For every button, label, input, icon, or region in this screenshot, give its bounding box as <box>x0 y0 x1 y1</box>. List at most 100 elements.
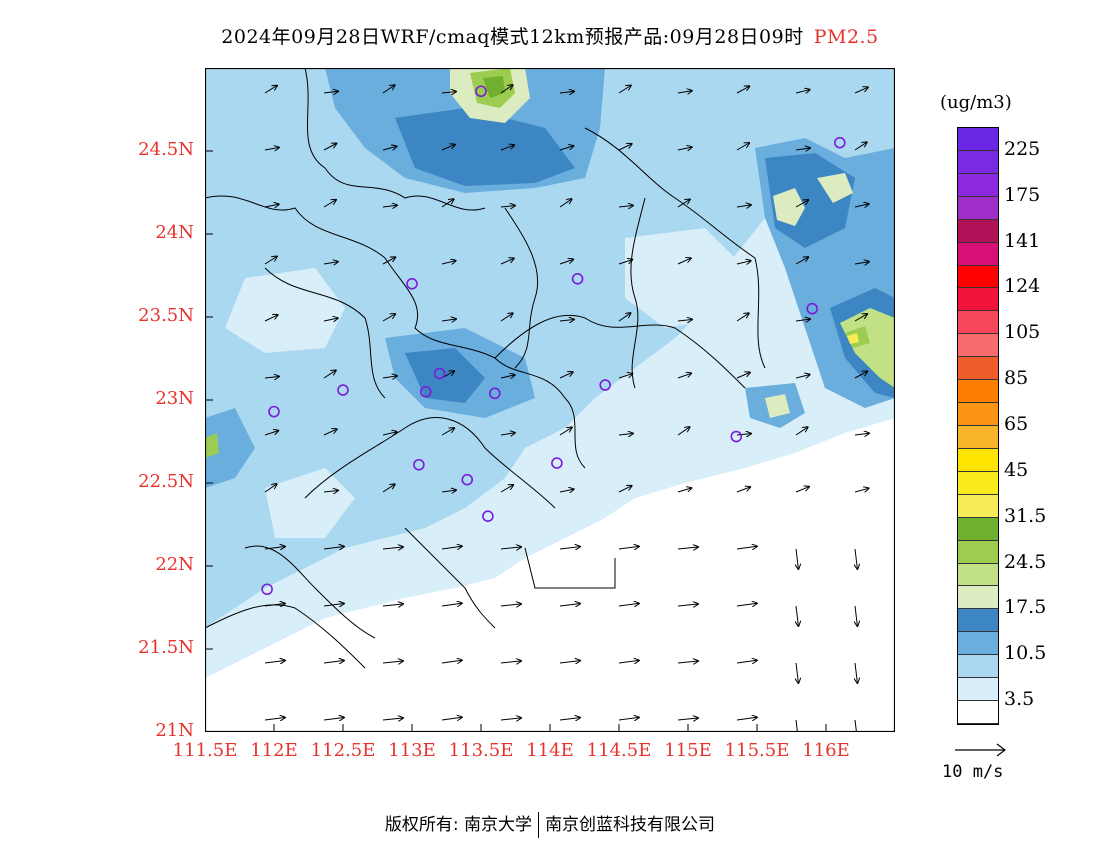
lon-tick-label: 113.5E <box>448 740 514 761</box>
colorbar-segment <box>958 311 998 335</box>
lon-tick-label: 115E <box>664 740 712 761</box>
wind-arrow <box>500 375 515 378</box>
wind-arrow <box>382 604 403 606</box>
wind-arrow <box>500 145 514 151</box>
colorbar-segment <box>958 357 998 381</box>
station-marker <box>488 387 501 400</box>
colorbar-segment <box>958 471 998 495</box>
wind-arrow <box>323 370 336 379</box>
wind-arrow <box>677 547 698 549</box>
station-marker <box>475 85 487 98</box>
wind-arrow <box>854 433 869 435</box>
wind-arrow <box>323 661 344 664</box>
wind-arrow <box>323 547 344 550</box>
wind-arrow <box>559 547 580 549</box>
wind-arrow <box>264 86 277 94</box>
wind-arrow <box>559 372 573 379</box>
wind-arrow <box>441 546 462 549</box>
wind-arrow <box>795 90 810 93</box>
colorbar-label: 24.5 <box>1004 550 1047 573</box>
wind-arrow <box>618 206 633 208</box>
wind-arrow <box>618 486 632 493</box>
wind-arrow <box>855 605 857 626</box>
colorbar-unit: (ug/m3) <box>940 92 1012 113</box>
station-marker <box>806 302 819 315</box>
wind-arrow <box>264 257 277 265</box>
wind-arrow <box>382 205 397 207</box>
wind-arrow <box>264 148 279 151</box>
wind-arrow <box>854 314 867 322</box>
wind-arrow <box>795 257 808 265</box>
lat-tick-label: 21.5N <box>138 637 194 658</box>
wind-arrow <box>264 315 278 322</box>
colorbar-segment <box>958 632 998 656</box>
wind-reference-arrow <box>955 743 1006 757</box>
wind-arrow <box>264 484 277 493</box>
wind-arrow <box>854 371 867 379</box>
wind-arrow <box>559 146 573 151</box>
wind-arrow <box>559 427 572 436</box>
wind-arrow <box>441 603 462 606</box>
lat-tick-label: 23.5N <box>138 305 194 326</box>
wind-arrow <box>323 200 336 208</box>
wind-arrow <box>500 485 513 493</box>
wind-arrow <box>500 718 521 720</box>
wind-arrow <box>264 718 285 721</box>
colorbar-segment <box>958 586 998 610</box>
wind-arrow <box>677 427 690 436</box>
colorbar-label: 85 <box>1004 367 1029 390</box>
wind-arrow <box>736 717 757 720</box>
wind-arrow <box>618 434 633 436</box>
wind-arrow <box>500 661 521 663</box>
wind-arrow <box>323 491 338 493</box>
wind-arrow <box>559 320 574 322</box>
colorbar-label: 10.5 <box>1004 642 1047 665</box>
wind-arrow <box>854 262 869 264</box>
colorbar-segment <box>958 334 998 358</box>
colorbar-segment <box>958 609 998 633</box>
wind-arrow <box>441 199 454 208</box>
title-text: 2024年09月28日WRF/cmaq模式12km预报产品:09月28日09时 <box>221 26 804 48</box>
footer-right: 南京创蓝科技有限公司 <box>545 815 716 835</box>
wind-arrow <box>382 547 403 549</box>
wind-arrow <box>736 487 750 493</box>
wind-arrow <box>795 487 809 493</box>
wind-arrow <box>854 87 868 94</box>
wind-arrow <box>441 660 462 663</box>
colorbar <box>957 127 999 725</box>
wind-arrow <box>441 319 456 321</box>
wind-arrow <box>736 373 750 379</box>
wind-arrow <box>736 86 749 94</box>
lon-tick-label: 114E <box>526 740 574 761</box>
station-marker <box>461 473 474 486</box>
station-marker <box>571 273 584 285</box>
colorbar-segment <box>958 448 998 472</box>
colorbar-segment <box>958 655 998 679</box>
wind-arrow <box>736 143 749 151</box>
wind-arrow <box>382 718 403 720</box>
wind-arrow <box>677 661 698 663</box>
wind-arrow <box>618 144 632 151</box>
wind-arrow <box>795 427 808 436</box>
wind-reference-label: 10 m/s <box>942 762 1004 782</box>
title-variable: PM2.5 <box>813 26 879 48</box>
wind-arrow <box>441 145 455 151</box>
station-marker <box>482 510 494 523</box>
wind-arrow <box>559 199 572 208</box>
station-marker <box>833 136 846 149</box>
station-marker <box>730 430 743 443</box>
wind-arrow <box>618 374 632 379</box>
wind-arrow <box>677 91 692 93</box>
colorbar-label: 175 <box>1004 183 1041 206</box>
lon-tick-label: 115.5E <box>724 740 790 761</box>
wind-arrow <box>795 719 798 732</box>
footer-separator <box>538 812 540 838</box>
wind-arrow <box>500 258 514 265</box>
wind-arrow <box>441 261 456 264</box>
lat-tick-label: 22N <box>155 554 194 575</box>
wind-arrow <box>382 661 403 663</box>
wind-arrow <box>441 717 462 720</box>
wind-arrow <box>796 662 798 683</box>
wind-arrow <box>677 320 692 322</box>
wind-arrow <box>795 200 808 208</box>
